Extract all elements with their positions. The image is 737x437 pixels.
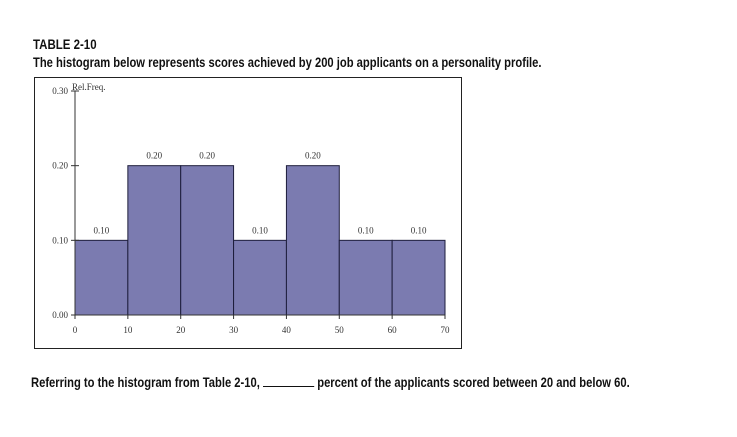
histogram-bar-60-70 (391, 239, 446, 316)
histogram-bar-40-50 (285, 165, 340, 316)
histogram-bar-20-30 (180, 165, 235, 316)
bar-value-label: 0.20 (305, 151, 321, 161)
question-before-blank: Referring to the histogram from Table 2-… (31, 374, 263, 390)
histogram-bar-30-40 (233, 239, 287, 316)
question-after-blank: percent of the applicants scored between… (314, 374, 630, 390)
x-tick-label: 60 (388, 325, 398, 335)
x-tick-label: 70 (441, 325, 451, 335)
y-tick-label: 0.30 (52, 86, 68, 96)
x-tick-label: 0 (73, 325, 78, 335)
x-tick-label: 50 (335, 325, 345, 335)
x-tick-label: 10 (123, 325, 133, 335)
x-tick-label: 30 (229, 325, 239, 335)
y-tick-label: 0.00 (52, 310, 68, 320)
y-tick-label: 0.20 (52, 161, 68, 171)
x-tick-label: 20 (176, 325, 186, 335)
histogram-chart: 0.10 0.20 0.20 0.10 0.20 0.10 0.10 0.00 0.10 0.2… (52, 82, 450, 335)
bars-group: 0.10 0.20 0.20 0.10 0.20 0.10 0.10 (74, 151, 446, 316)
axes-group: 0.00 0.10 0.20 0.30 0 10 20 30 40 50 60 70 (52, 86, 450, 335)
bar-value-label: 0.10 (94, 225, 110, 235)
y-tick-label: 0.10 (52, 235, 68, 245)
bar-value-label: 0.10 (358, 225, 374, 235)
histogram-bar-50-60 (338, 239, 393, 316)
histogram-bar-10-20 (127, 165, 182, 316)
table-id: TABLE 2-10 (33, 36, 97, 52)
histogram-bar-0-10 (74, 239, 129, 316)
bar-value-label: 0.10 (252, 225, 268, 235)
answer-blank[interactable] (262, 374, 315, 387)
bar-value-label: 0.10 (411, 225, 427, 235)
histogram-frame: 0.10 0.20 0.20 0.10 0.20 0.10 0.10 0.00 0.10 0.2… (34, 77, 462, 349)
bar-value-label: 0.20 (199, 151, 215, 161)
x-tick-label: 40 (282, 325, 292, 335)
bar-value-label: 0.20 (146, 151, 162, 161)
y-axis-label: Rel.Freq. (72, 82, 106, 92)
table-caption: The histogram below represents scores ac… (33, 54, 542, 70)
question-text: Referring to the histogram from Table 2-… (31, 374, 630, 390)
